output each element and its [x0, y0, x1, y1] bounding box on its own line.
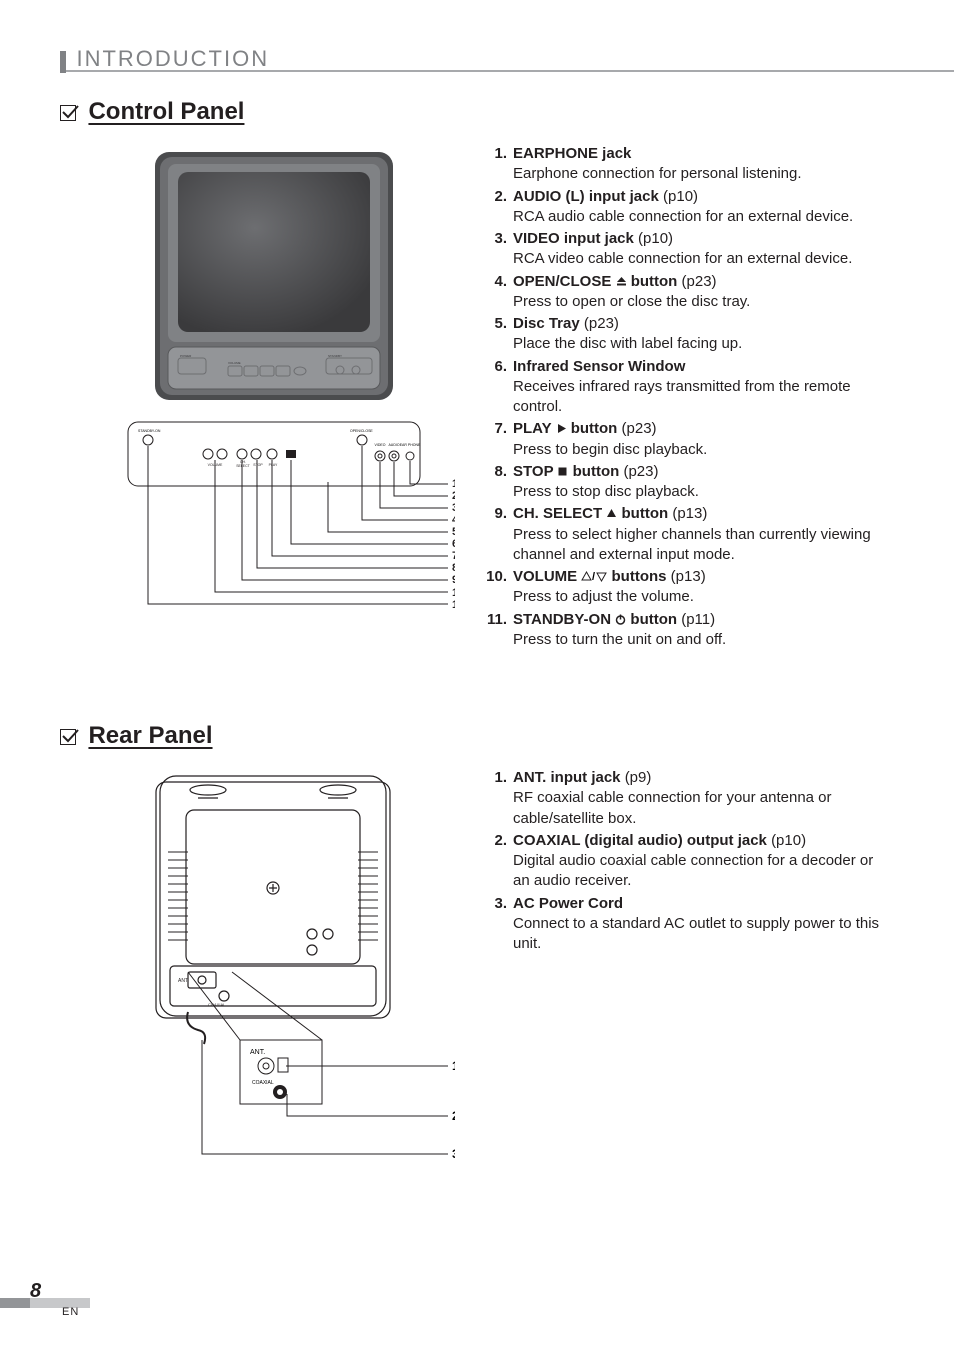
list-item: 2.AUDIO (L) input jack (p10)RCA audio ca… — [479, 187, 894, 228]
callout-lines — [202, 1040, 448, 1154]
page-number: 8 — [30, 1280, 41, 1303]
chapter-title: INTRODUCTION — [76, 46, 269, 71]
svg-text:1: 1 — [452, 1059, 455, 1073]
item-body: COAXIAL (digital audio) output jack (p10… — [513, 831, 894, 892]
list-item: 1.EARPHONE jackEarphone connection for p… — [479, 144, 894, 185]
svg-text:2: 2 — [452, 1109, 455, 1123]
control-panel-diagram: POWER VOLUME STANDBY STANDBY-ON — [60, 144, 455, 652]
svg-text:EAR PHONE: EAR PHONE — [400, 443, 421, 447]
section-title: Rear Panel — [88, 722, 212, 749]
svg-text:6: 6 — [452, 538, 455, 550]
svg-text:VOLUME: VOLUME — [228, 361, 241, 365]
footer-tab-dark — [0, 1298, 30, 1308]
item-number: 3. — [479, 229, 507, 270]
list-item: 3.AC Power CordConnect to a standard AC … — [479, 894, 894, 955]
item-number: 3. — [479, 894, 507, 955]
item-body: EARPHONE jackEarphone connection for per… — [513, 144, 894, 185]
item-number: 10. — [479, 567, 507, 608]
list-item: 5.Disc Tray (p23)Place the disc with lab… — [479, 314, 894, 355]
svg-text:7: 7 — [452, 550, 455, 562]
list-item: 11.STANDBY-ON button (p11)Press to turn … — [479, 610, 894, 651]
svg-text:10: 10 — [452, 587, 455, 599]
svg-text:SELECT: SELECT — [236, 464, 250, 468]
item-body: AC Power CordConnect to a standard AC ou… — [513, 894, 894, 955]
item-body: ANT. input jack (p9)RF coaxial cable con… — [513, 768, 894, 829]
manual-page: INTRODUCTION Control Panel — [0, 0, 954, 1348]
tv-rear-illustration: ANT COAXIAL — [156, 776, 390, 1044]
chapter-bar-icon — [60, 51, 66, 73]
item-number: 6. — [479, 357, 507, 418]
item-number: 1. — [479, 768, 507, 829]
svg-text:COAXIAL: COAXIAL — [252, 1080, 274, 1086]
svg-text:5: 5 — [452, 526, 455, 538]
chapter-heading: INTRODUCTION — [60, 46, 269, 73]
svg-text:8: 8 — [452, 562, 455, 574]
list-item: 10.VOLUME / buttons (p13)Press to adjust… — [479, 567, 894, 608]
svg-text:9: 9 — [452, 574, 455, 586]
rear-panel-diagram: ANT COAXIAL ANT. COAXIAL — [60, 768, 455, 1193]
svg-text:PLAY: PLAY — [269, 463, 278, 467]
svg-text:VIDEO: VIDEO — [375, 443, 386, 447]
control-panel-list: 1.EARPHONE jackEarphone connection for p… — [479, 144, 894, 650]
section-control-panel: Control Panel — [60, 98, 894, 652]
item-number: 2. — [479, 831, 507, 892]
svg-text:ANT: ANT — [178, 978, 188, 984]
item-number: 4. — [479, 272, 507, 313]
svg-text:/: / — [592, 571, 595, 582]
svg-text:ANT.: ANT. — [250, 1049, 265, 1056]
list-item: 3.VIDEO input jack (p10)RCA video cable … — [479, 229, 894, 270]
svg-text:3: 3 — [452, 502, 455, 514]
svg-text:STOP: STOP — [253, 463, 263, 467]
page-footer: 8 EN — [0, 1284, 130, 1316]
item-body: Infrared Sensor WindowReceives infrared … — [513, 357, 894, 418]
item-number: 7. — [479, 419, 507, 460]
section-heading: Rear Panel — [60, 722, 894, 750]
page-lang: EN — [62, 1306, 79, 1318]
item-body: PLAY button (p23)Press to begin disc pla… — [513, 419, 894, 460]
item-body: AUDIO (L) input jack (p10)RCA audio cabl… — [513, 187, 894, 228]
list-item: 7.PLAY button (p23)Press to begin disc p… — [479, 419, 894, 460]
list-item: 6.Infrared Sensor WindowReceives infrare… — [479, 357, 894, 418]
list-item: 8.STOP button (p23)Press to stop disc pl… — [479, 462, 894, 503]
callout-numbers: 1 2 3 — [452, 1059, 455, 1161]
item-body: Disc Tray (p23)Place the disc with label… — [513, 314, 894, 355]
section-heading: Control Panel — [60, 98, 894, 126]
tv-front-illustration: POWER VOLUME STANDBY — [155, 152, 393, 400]
svg-text:3: 3 — [452, 1147, 455, 1161]
item-body: STANDBY-ON button (p11)Press to turn the… — [513, 610, 894, 651]
item-body: OPEN/CLOSE button (p23)Press to open or … — [513, 272, 894, 313]
svg-text:POWER: POWER — [180, 354, 192, 358]
svg-text:COAXIAL: COAXIAL — [208, 1002, 226, 1007]
item-body: VIDEO input jack (p10)RCA video cable co… — [513, 229, 894, 270]
svg-text:1: 1 — [452, 478, 455, 490]
item-body: STOP button (p23)Press to stop disc play… — [513, 462, 894, 503]
svg-text:OPEN/CLOSE: OPEN/CLOSE — [350, 429, 373, 433]
svg-text:AUDIO: AUDIO — [388, 443, 399, 447]
item-number: 1. — [479, 144, 507, 185]
callout-numbers: 12 34 56 78 910 11 — [452, 478, 455, 611]
section-title: Control Panel — [88, 98, 244, 125]
svg-text:STANDBY-ON: STANDBY-ON — [138, 429, 161, 433]
svg-text:2: 2 — [452, 490, 455, 502]
list-item: 1.ANT. input jack (p9)RF coaxial cable c… — [479, 768, 894, 829]
list-item: 9.CH. SELECT button (p13)Press to select… — [479, 504, 894, 565]
item-number: 8. — [479, 462, 507, 503]
item-number: 9. — [479, 504, 507, 565]
section-rear-panel: Rear Panel — [60, 722, 894, 1193]
item-body: CH. SELECT button (p13)Press to select h… — [513, 504, 894, 565]
item-number: 11. — [479, 610, 507, 651]
svg-text:4: 4 — [452, 514, 455, 526]
svg-text:STANDBY: STANDBY — [328, 354, 342, 358]
item-body: VOLUME / buttons (p13)Press to adjust th… — [513, 567, 894, 608]
rear-zoom-box: ANT. COAXIAL — [188, 972, 322, 1104]
checkbox-icon — [60, 729, 76, 745]
checkbox-icon — [60, 105, 76, 121]
tv-top-illustration: STANDBY-ON VOLUME CH. SELECT STOP — [128, 422, 421, 486]
item-number: 5. — [479, 314, 507, 355]
rear-panel-list: 1.ANT. input jack (p9)RF coaxial cable c… — [479, 768, 894, 954]
item-number: 2. — [479, 187, 507, 228]
list-item: 2.COAXIAL (digital audio) output jack (p… — [479, 831, 894, 892]
list-item: 4.OPEN/CLOSE button (p23)Press to open o… — [479, 272, 894, 313]
svg-text:11: 11 — [452, 599, 455, 611]
